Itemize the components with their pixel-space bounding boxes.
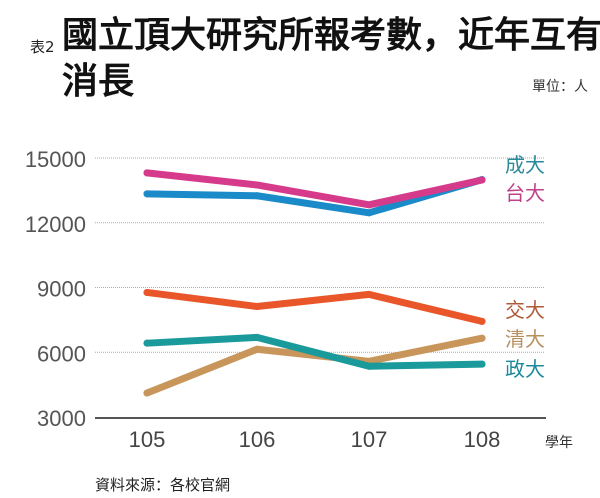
data-point: [365, 290, 373, 298]
chart-title: 國立頂大研究所報考數，近年互有消長: [62, 14, 600, 102]
data-point: [143, 339, 151, 347]
data-point: [478, 334, 486, 342]
legend-label: 清大: [505, 327, 545, 351]
legend-label: 政大: [505, 357, 545, 381]
source-note: 資料來源：各校官網: [95, 476, 231, 494]
data-point: [143, 169, 151, 177]
data-point: [478, 176, 486, 184]
data-point: [253, 345, 261, 353]
data-point: [253, 302, 261, 310]
y-tick-label: 9000: [37, 277, 86, 302]
data-point: [253, 181, 261, 189]
data-point: [143, 389, 151, 397]
data-point: [143, 288, 151, 296]
y-tick-label: 15000: [25, 147, 86, 172]
legend-label: 台大: [505, 181, 545, 205]
x-tick-label: 107: [351, 427, 388, 452]
data-point: [365, 362, 373, 370]
x-tick-label: 106: [239, 427, 276, 452]
data-point: [143, 190, 151, 198]
unit-label: 單位：人: [532, 79, 588, 95]
data-point: [365, 209, 373, 217]
x-axis-label: 學年: [545, 435, 573, 451]
series-line-成大: [143, 176, 486, 217]
series-line-台大: [143, 169, 486, 209]
legend-label: 成大: [505, 153, 545, 177]
data-point: [478, 317, 486, 325]
table-tag: 表2: [30, 38, 55, 56]
y-tick-label: 12000: [25, 212, 86, 237]
data-point: [365, 201, 373, 209]
y-tick-label: 6000: [37, 341, 86, 366]
series-line-交大: [143, 288, 486, 325]
x-tick-label: 105: [129, 427, 166, 452]
data-point: [253, 192, 261, 200]
data-point: [253, 333, 261, 341]
x-tick-label: 108: [464, 427, 501, 452]
y-tick-label: 3000: [37, 406, 86, 431]
data-point: [478, 360, 486, 368]
series-line-政大: [143, 333, 486, 370]
legend-label: 交大: [505, 298, 545, 322]
